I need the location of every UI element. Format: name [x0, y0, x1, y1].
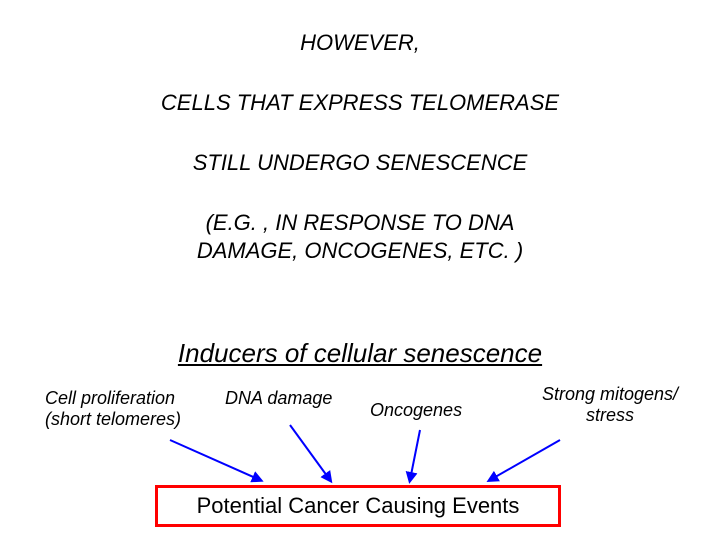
slide: HOWEVER, CELLS THAT EXPRESS TELOMERASE S…	[0, 0, 720, 540]
result-box: Potential Cancer Causing Events	[155, 485, 561, 527]
arrow-3	[410, 430, 420, 480]
arrows-svg	[0, 0, 720, 540]
arrow-2	[290, 425, 330, 480]
arrow-4	[490, 440, 560, 480]
result-text: Potential Cancer Causing Events	[197, 493, 520, 519]
arrow-1	[170, 440, 260, 480]
